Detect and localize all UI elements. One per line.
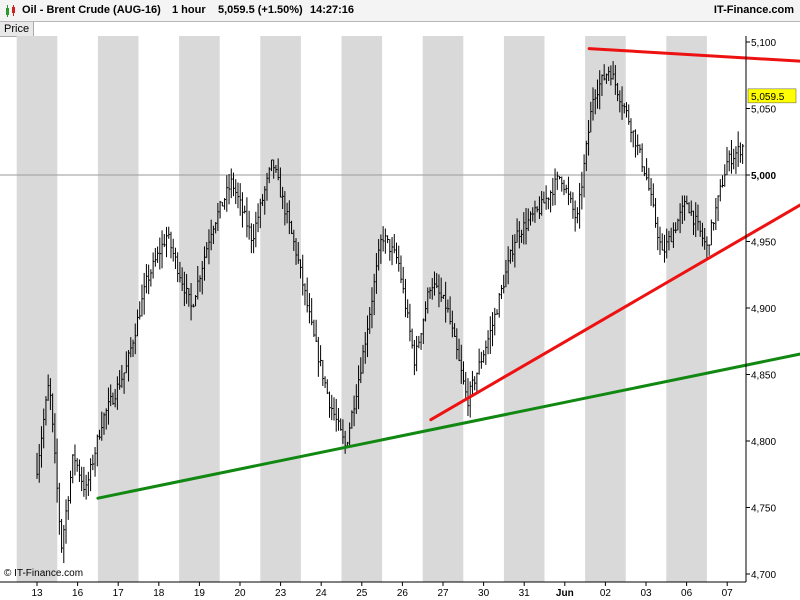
y-tick-label: 5,050 bbox=[751, 105, 776, 116]
session-band bbox=[179, 36, 220, 582]
x-tick-label: Jun bbox=[556, 588, 574, 599]
time-label: 14:27:16 bbox=[310, 4, 355, 16]
y-tick-label: 5,000 bbox=[751, 171, 776, 182]
x-axis: 13 16 17 18 19 20 23 24 25 26 27 30 31 Jun 02 03 06 07 bbox=[31, 582, 733, 599]
x-tick-label: 20 bbox=[234, 588, 246, 599]
x-tick-label: 17 bbox=[113, 588, 125, 599]
session-band bbox=[16, 36, 58, 582]
x-tick-label: 31 bbox=[519, 588, 531, 599]
session-band bbox=[260, 36, 301, 582]
session-band bbox=[341, 36, 383, 582]
plot-frame bbox=[0, 36, 747, 583]
copyright-text: © IT-Finance.com bbox=[4, 568, 84, 579]
x-tick-label: 13 bbox=[31, 588, 43, 599]
last-price-marker: 5,059.5 bbox=[747, 88, 797, 104]
x-tick-label: 06 bbox=[681, 588, 693, 599]
chart-title-bar: Oil - Brent Crude (AUG-16) 1 hour 5,059.… bbox=[0, 0, 800, 22]
brand-label: IT-Finance.com bbox=[713, 4, 794, 16]
price-panel-tab[interactable]: Price bbox=[0, 22, 35, 37]
last-price-box bbox=[747, 88, 797, 104]
trendline-support-lower bbox=[96, 352, 800, 500]
x-tick-label: 07 bbox=[722, 588, 734, 599]
y-tick-label: 4,850 bbox=[751, 371, 776, 382]
y-axis: 4,700 4,750 4,800 4,850 4,900 4,950 5,000 5,050… bbox=[746, 38, 776, 581]
trend-lines bbox=[96, 47, 800, 500]
session-band bbox=[503, 36, 545, 582]
x-tick-label: 30 bbox=[478, 588, 490, 599]
session-band bbox=[422, 36, 464, 582]
x-tick-label: 24 bbox=[316, 588, 328, 599]
x-tick-label: 27 bbox=[437, 588, 449, 599]
session-band bbox=[666, 36, 707, 582]
y-tick-label: 4,950 bbox=[751, 238, 776, 249]
x-tick-label: 23 bbox=[275, 588, 287, 599]
x-tick-label: 16 bbox=[72, 588, 84, 599]
x-tick-label: 26 bbox=[397, 588, 409, 599]
trendline-rising-wedge-upper bbox=[429, 203, 800, 422]
y-tick-label: 4,750 bbox=[751, 504, 776, 515]
x-tick-label: 02 bbox=[600, 588, 612, 599]
price-bars bbox=[36, 61, 745, 564]
last-price-label: 5,059.5 bbox=[751, 92, 785, 103]
y-tick-label: 4,800 bbox=[751, 437, 776, 448]
candlestick-chart-icon bbox=[6, 5, 15, 17]
session-band bbox=[97, 36, 139, 582]
x-tick-label: 19 bbox=[194, 588, 206, 599]
x-tick-label: 25 bbox=[356, 588, 368, 599]
last-change-label: 5,059.5 (+1.50%) bbox=[218, 4, 303, 16]
session-bands bbox=[16, 36, 707, 582]
instrument-title: Oil - Brent Crude (AUG-16) bbox=[22, 4, 161, 16]
interval-label: 1 hour bbox=[172, 4, 206, 16]
y-tick-label: 5,100 bbox=[751, 38, 776, 49]
trendline-resistance-upper bbox=[587, 47, 800, 63]
x-tick-label: 03 bbox=[640, 588, 652, 599]
y-tick-label: 4,700 bbox=[751, 570, 776, 581]
y-tick-label: 4,900 bbox=[751, 304, 776, 315]
x-tick-label: 18 bbox=[153, 588, 165, 599]
